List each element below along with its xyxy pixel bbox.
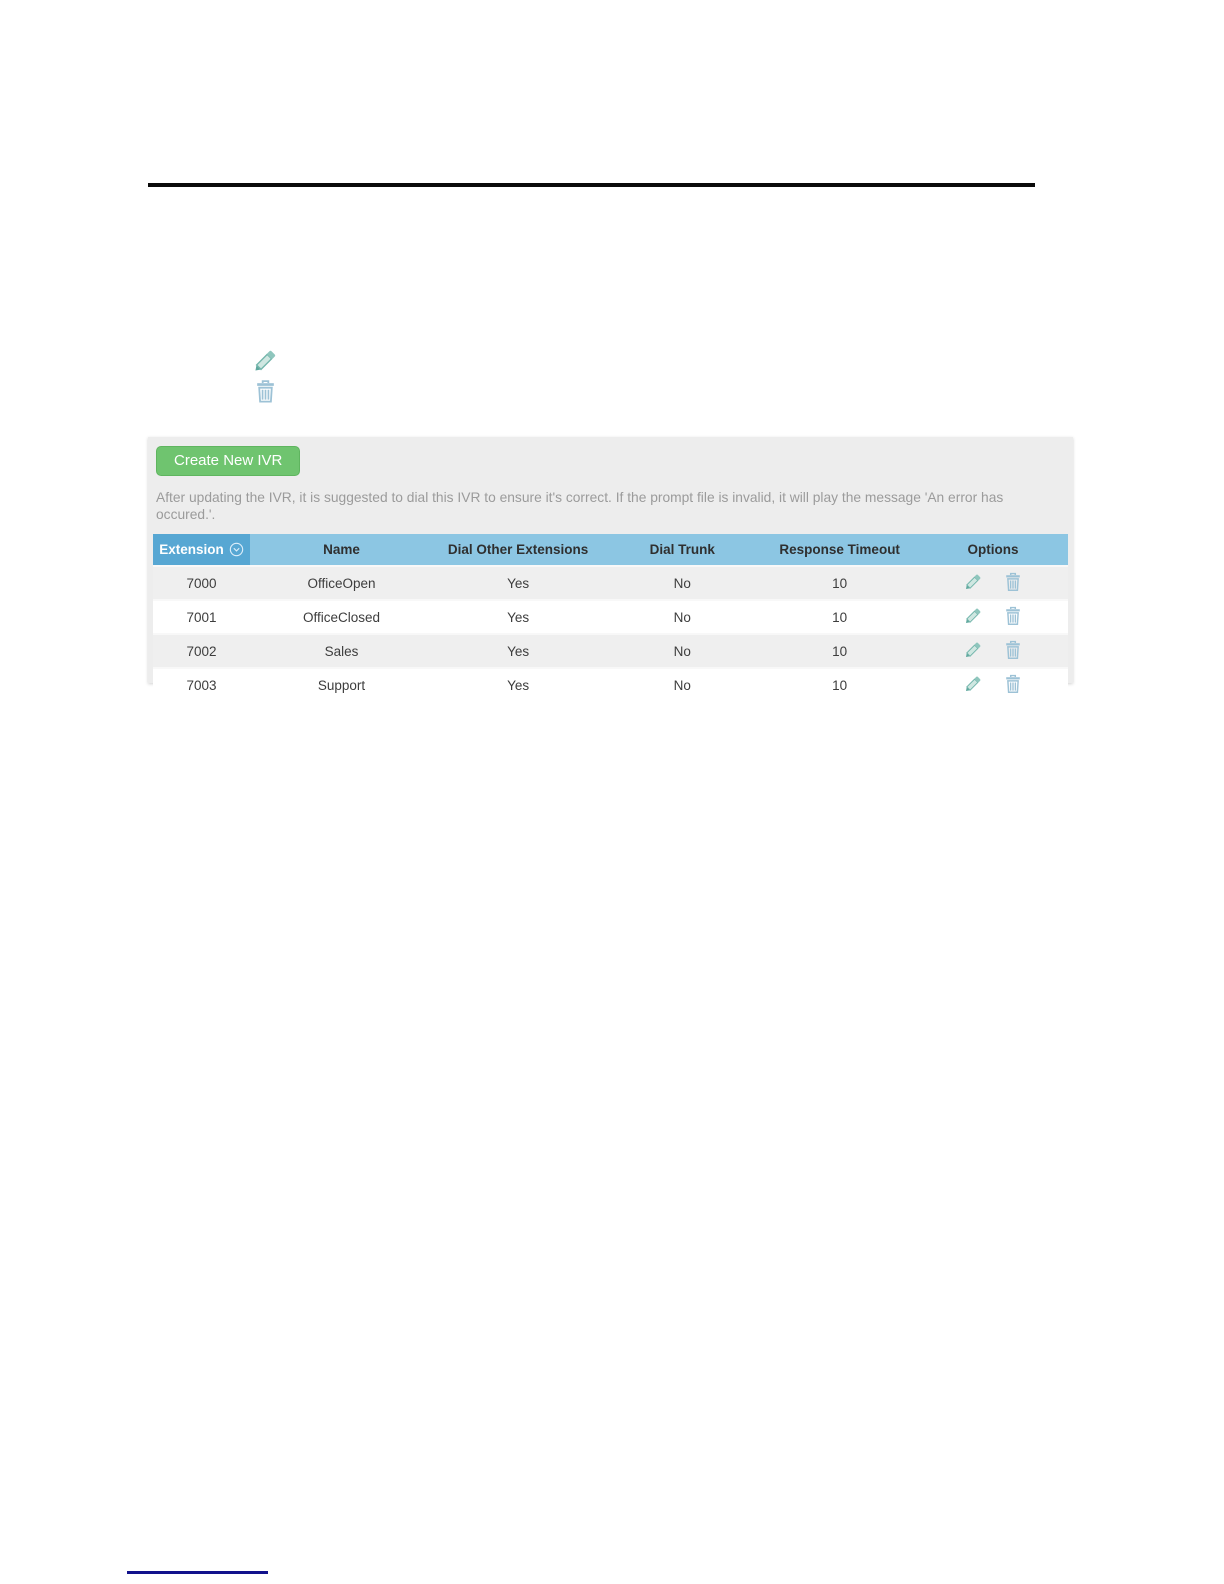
cell-dial-trunk: No xyxy=(673,678,691,694)
cell-dial-trunk: No xyxy=(673,643,691,659)
edit-pencil-icon[interactable] xyxy=(962,673,984,695)
floating-action-icons xyxy=(250,346,280,405)
cell-name: Sales xyxy=(324,643,359,659)
column-header-dial-trunk: Dial Trunk xyxy=(603,534,762,567)
cell-options xyxy=(918,634,1068,668)
cell-dial-trunk: No xyxy=(673,609,691,625)
delete-trash-icon[interactable] xyxy=(1002,673,1024,695)
trash-icon[interactable] xyxy=(252,378,279,405)
ivr-note-text: After updating the IVR, it is suggested … xyxy=(156,490,1004,523)
delete-trash-icon[interactable] xyxy=(1002,605,1024,627)
cell-name: Support xyxy=(317,678,366,694)
section-divider-rule xyxy=(148,183,1035,187)
delete-trash-icon[interactable] xyxy=(1002,639,1024,661)
column-header-name: Name xyxy=(249,534,433,567)
cell-response-timeout: 10 xyxy=(832,643,848,659)
column-header-dial-other-extensions: Dial Other Extensions xyxy=(432,534,604,567)
cell-name: OfficeClosed xyxy=(302,609,380,625)
cell-options xyxy=(918,566,1068,600)
table-row: 7001 OfficeClosed Yes No 10 xyxy=(153,600,1068,635)
edit-pencil-icon[interactable] xyxy=(962,571,984,593)
cell-response-timeout: 10 xyxy=(832,609,848,625)
cell-extension: 7000 xyxy=(186,575,217,591)
column-header-extension-label: Extension xyxy=(159,542,224,558)
cell-dial-other-extensions: Yes xyxy=(507,678,530,694)
cell-dial-other-extensions: Yes xyxy=(507,575,530,591)
create-new-ivr-button[interactable]: Create New IVR xyxy=(156,446,301,476)
column-header-response-timeout: Response Timeout xyxy=(761,534,918,567)
cell-options xyxy=(918,600,1068,634)
edit-pencil-icon[interactable] xyxy=(962,639,984,661)
cell-extension: 7002 xyxy=(186,643,217,659)
cell-options xyxy=(918,668,1068,702)
chevron-down-circle-icon[interactable] xyxy=(229,542,244,557)
table-body: 7000 OfficeOpen Yes No 10 7001 OfficeClo… xyxy=(153,566,1068,703)
pencil-icon[interactable] xyxy=(250,346,280,376)
column-header-options: Options xyxy=(917,534,1068,567)
table-row: 7002 Sales Yes No 10 xyxy=(153,634,1068,669)
cell-extension: 7003 xyxy=(186,678,217,694)
cell-dial-other-extensions: Yes xyxy=(507,609,530,625)
ivr-panel: Create New IVR After updating the IVR, i… xyxy=(148,437,1073,703)
cell-response-timeout: 10 xyxy=(832,678,848,694)
cell-name: OfficeOpen xyxy=(307,575,376,591)
footer-link-underline[interactable] xyxy=(127,1571,268,1574)
cell-response-timeout: 10 xyxy=(832,575,848,591)
cell-extension: 7001 xyxy=(186,609,217,625)
table-row: 7003 Support Yes No 10 xyxy=(153,668,1068,703)
edit-pencil-icon[interactable] xyxy=(962,605,984,627)
delete-trash-icon[interactable] xyxy=(1002,571,1024,593)
table-header-row: Extension Name Dial Other Extensions Dia… xyxy=(153,534,1068,567)
cell-dial-other-extensions: Yes xyxy=(507,643,530,659)
cell-dial-trunk: No xyxy=(673,575,691,591)
column-header-extension[interactable]: Extension xyxy=(153,534,250,567)
ivr-table: Extension Name Dial Other Extensions Dia… xyxy=(153,534,1068,703)
table-row: 7000 OfficeOpen Yes No 10 xyxy=(153,566,1068,601)
